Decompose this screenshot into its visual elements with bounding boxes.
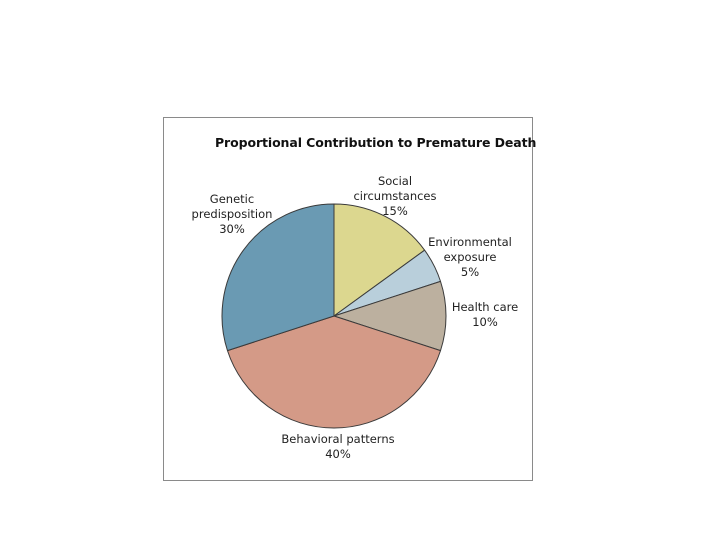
pie-slice-social-circumstances [333,203,426,317]
pie-slice-behavioral-patterns [226,315,442,429]
label-genetic-predisposition: Genetic predisposition 30% [191,192,273,236]
label-health-care: Health care 10% [451,300,519,329]
label-social-circumstances: Social circumstances 15% [353,174,437,218]
label-environmental-exposure: Environmental exposure 5% [428,235,512,279]
chart-title: Proportional Contribution to Premature D… [215,135,537,150]
pie-slice-genetic-predisposition [221,203,335,352]
label-behavioral-patterns: Behavioral patterns 40% [281,432,395,461]
